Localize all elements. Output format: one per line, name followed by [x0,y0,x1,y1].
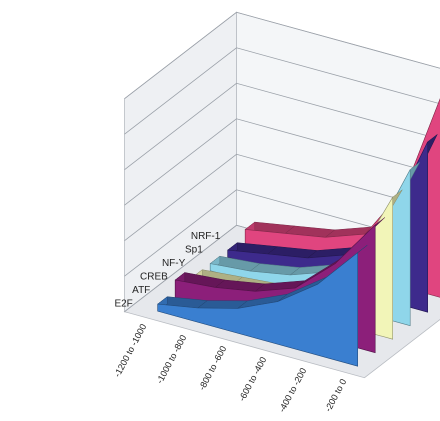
series-label: ATF [132,285,150,296]
gridline [124,118,440,206]
x-tick-label: -1000 to -800 [154,333,188,385]
gridline [124,11,440,100]
x-tick-label: -600 to -400 [237,355,269,403]
series-label: E2F [114,298,132,309]
series-label: Sp1 [185,244,203,255]
gridline [124,82,440,171]
x-tick-label: -1200 to -1000 [112,322,148,378]
series-ribbons [157,98,440,367]
ribbon-front [157,251,359,367]
x-tick-label: -400 to -200 [277,366,309,414]
series-label: NRF-1 [191,231,221,242]
gridline [124,47,440,135]
x-tick-label: -200 to 0 [323,377,349,413]
series-label: CREB [140,271,168,282]
series-label: NF-Y [162,258,186,269]
x-tick-label: -800 to -600 [197,344,229,392]
series-ribbon [157,245,368,367]
